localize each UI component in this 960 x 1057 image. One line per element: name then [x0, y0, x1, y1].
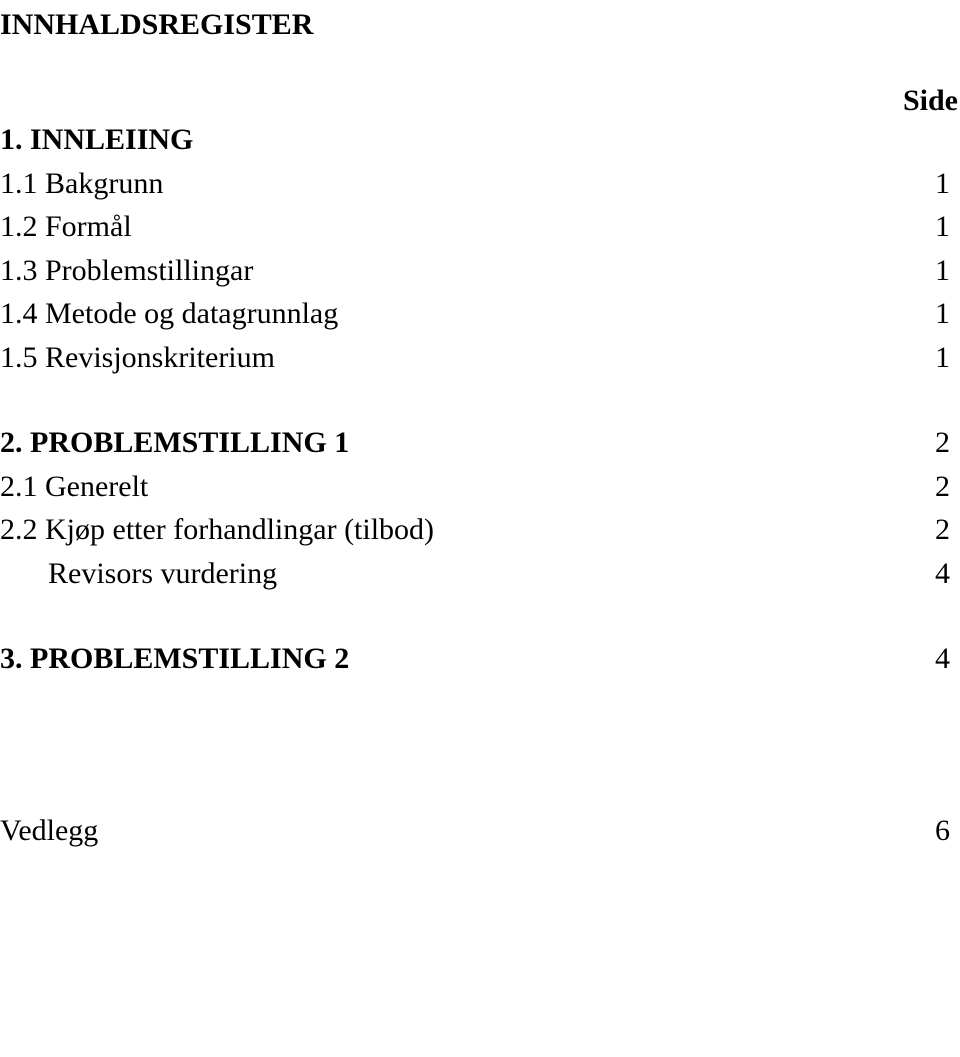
toc-item: 1.1 Bakgrunn 1: [0, 162, 960, 206]
toc-item: 1.3 Problemstillingar 1: [0, 249, 960, 293]
toc-label: 2.2 Kjøp etter forhandlingar (tilbod): [0, 508, 900, 552]
toc-label: Revisors vurdering: [0, 552, 900, 596]
toc-label: 1.2 Formål: [0, 205, 900, 249]
toc-page: 1: [900, 205, 950, 249]
toc-item: 1.5 Revisjonskriterium 1: [0, 336, 960, 380]
toc-page: 2: [900, 421, 950, 465]
toc-label: Vedlegg: [0, 809, 900, 853]
document-title: INNHALDSREGISTER: [0, 8, 960, 42]
toc-page: 1: [900, 336, 950, 380]
toc-label: 2.1 Generelt: [0, 465, 900, 509]
toc-label: 1. INNLEIING: [0, 118, 900, 162]
toc-item: 2.1 Generelt 2: [0, 465, 960, 509]
toc-item: 1.4 Metode og datagrunnlag 1: [0, 292, 960, 336]
side-header: Side: [0, 84, 960, 118]
toc-page: 2: [900, 508, 950, 552]
toc-label: 1.3 Problemstillingar: [0, 249, 900, 293]
toc-page: 1: [900, 292, 950, 336]
toc-page: 4: [900, 552, 950, 596]
toc-label: 2. PROBLEMSTILLING 1: [0, 421, 900, 465]
toc-section-heading: 2. PROBLEMSTILLING 1 2: [0, 421, 960, 465]
toc-page: 6: [900, 809, 950, 853]
toc-appendix: Vedlegg 6: [0, 809, 960, 853]
toc-section-heading: 3. PROBLEMSTILLING 2 4: [0, 637, 960, 681]
toc-label: 1.5 Revisjonskriterium: [0, 336, 900, 380]
toc-page: 1: [900, 162, 950, 206]
toc-label: 3. PROBLEMSTILLING 2: [0, 637, 900, 681]
toc-section-heading: 1. INNLEIING: [0, 118, 960, 162]
toc-label: 1.4 Metode og datagrunnlag: [0, 292, 900, 336]
toc-page: 1: [900, 249, 950, 293]
toc-page: 2: [900, 465, 950, 509]
toc-item: 2.2 Kjøp etter forhandlingar (tilbod) 2: [0, 508, 960, 552]
toc-item: Revisors vurdering 4: [0, 552, 960, 596]
toc-label: 1.1 Bakgrunn: [0, 162, 900, 206]
toc-item: 1.2 Formål 1: [0, 205, 960, 249]
toc-page: 4: [900, 637, 950, 681]
